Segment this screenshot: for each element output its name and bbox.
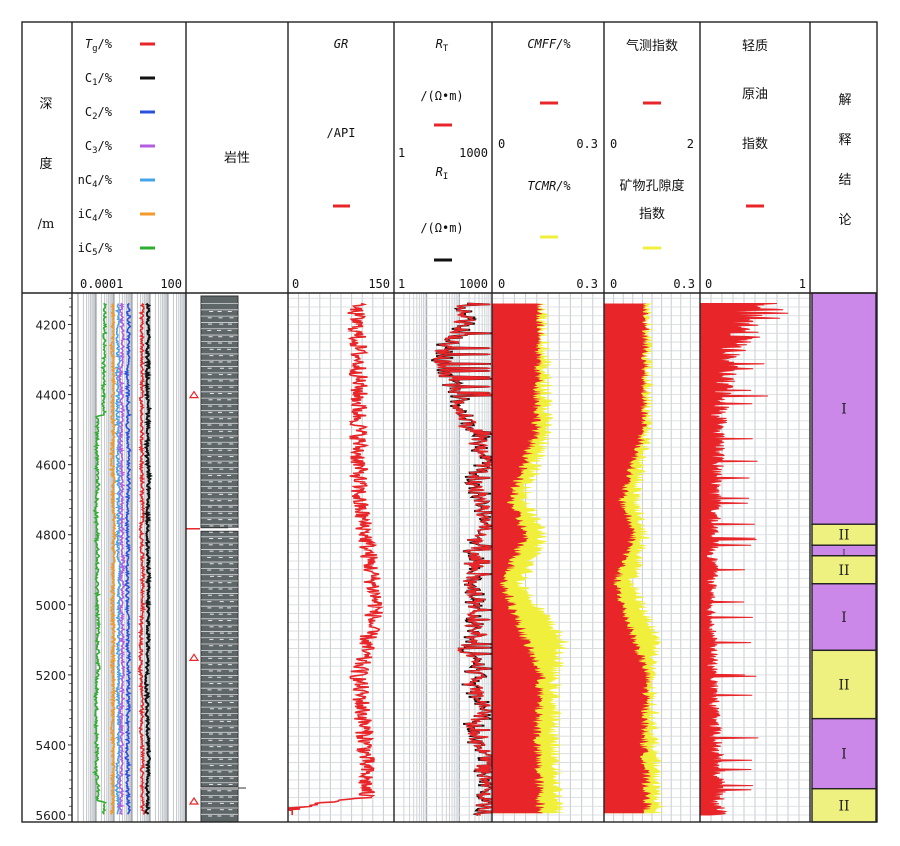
lithology-column-middle bbox=[200, 530, 239, 788]
svg-text:C1/%: C1/% bbox=[85, 71, 113, 88]
zone-label: II bbox=[838, 528, 849, 544]
interp-label-3: 结 bbox=[838, 173, 851, 188]
gas-curve-tg bbox=[137, 302, 147, 815]
depth-label-3: /m bbox=[38, 217, 55, 232]
light-oil-name-2: 原油 bbox=[742, 87, 768, 102]
zone-4 bbox=[811, 583, 877, 652]
cmff-fill bbox=[492, 303, 546, 814]
gr-name: GR bbox=[334, 37, 348, 51]
zone-label: II bbox=[838, 798, 849, 814]
lithology-marker bbox=[188, 796, 200, 805]
depth-tick-label: 4400 bbox=[35, 389, 66, 403]
lithology-column-upper bbox=[200, 295, 239, 529]
depth-tick-label: 5200 bbox=[35, 669, 66, 683]
header: 深 度 /m Tg/% C1/% C2/% C3/% nC4/% iC4/% i… bbox=[38, 37, 852, 291]
rt-name: RT bbox=[436, 37, 449, 54]
svg-text:iC5/%: iC5/% bbox=[78, 241, 113, 258]
gr-max: 150 bbox=[368, 277, 390, 291]
cmff-min: 0 bbox=[498, 137, 505, 151]
depth-tick-label: 5000 bbox=[35, 599, 66, 613]
tcmr-min: 0 bbox=[498, 277, 505, 291]
depth-tick-label: 4800 bbox=[35, 529, 66, 543]
lithology-marker bbox=[188, 390, 200, 399]
ri-name: RI bbox=[436, 165, 449, 182]
depth-axis: 4200 4400 4600 4800 5000 5200 5400 5600 bbox=[35, 297, 72, 823]
light-oil-min: 0 bbox=[705, 277, 712, 291]
rt-unit: /(Ω•m) bbox=[420, 89, 463, 103]
lithology-header: 岩性 bbox=[224, 151, 250, 166]
gr-curve bbox=[287, 302, 384, 815]
depth-tick-label: 4600 bbox=[35, 459, 66, 473]
porosity-name-2: 指数 bbox=[639, 207, 665, 222]
cmff-max: 0.3 bbox=[576, 137, 598, 151]
zone-6 bbox=[811, 717, 877, 790]
depth-tick-label: 4200 bbox=[35, 319, 66, 333]
ri-min: 1 bbox=[398, 277, 405, 291]
porosity-max: 0.3 bbox=[673, 277, 695, 291]
frame-lines bbox=[21, 21, 878, 823]
depth-label-1: 深 bbox=[39, 97, 52, 112]
tcmr-name: TCMR/% bbox=[527, 179, 571, 193]
gas-index-min: 0 bbox=[610, 137, 617, 151]
gas-legend: Tg/% C1/% C2/% C3/% nC4/% iC4/% iC5/% 0.… bbox=[78, 37, 182, 291]
svg-text:nC4/%: nC4/% bbox=[78, 173, 113, 190]
gas-curve-ic5 bbox=[92, 302, 108, 815]
gas-curve-c1 bbox=[142, 302, 153, 815]
rt-max: 1000 bbox=[459, 146, 488, 160]
gr-unit: /API bbox=[327, 126, 356, 140]
zone-7 bbox=[811, 788, 877, 823]
gas-curve-c2 bbox=[123, 302, 132, 815]
depth-tick-label: 5400 bbox=[35, 739, 66, 753]
ri-max: 1000 bbox=[459, 277, 488, 291]
zone-0 bbox=[811, 292, 877, 525]
porosity-name-1: 矿物孔隙度 bbox=[619, 178, 684, 194]
gas-scale-min: 0.0001 bbox=[80, 277, 123, 291]
gas-curve-nc4 bbox=[114, 303, 123, 815]
zone-label: I bbox=[841, 610, 847, 626]
zone-label: II bbox=[838, 677, 849, 693]
gas-index-max: 2 bbox=[687, 137, 694, 151]
rt-curve bbox=[432, 302, 495, 816]
zone-label: I bbox=[842, 548, 845, 557]
interp-label-4: 论 bbox=[838, 213, 851, 228]
tcmr-max: 0.3 bbox=[576, 277, 598, 291]
zone-label: I bbox=[841, 402, 847, 418]
svg-text:C2/%: C2/% bbox=[85, 105, 113, 122]
cmff-name: CMFF/% bbox=[527, 37, 571, 51]
zone-label: II bbox=[838, 563, 849, 579]
gas-index-name: 气测指数 bbox=[626, 38, 678, 54]
gas-curve-c3 bbox=[117, 302, 127, 816]
gas-scale-max: 100 bbox=[160, 277, 182, 291]
interp-label-1: 解 bbox=[838, 93, 851, 108]
gr-min: 0 bbox=[292, 277, 299, 291]
lithology-notch bbox=[228, 527, 238, 532]
depth-tick-label: 5600 bbox=[35, 809, 66, 823]
gas-curve-ic4 bbox=[108, 303, 117, 815]
light-oil-name-3: 指数 bbox=[742, 137, 768, 152]
porosity-min: 0 bbox=[610, 277, 617, 291]
lithology-marker bbox=[188, 653, 200, 661]
svg-text:iC4/%: iC4/% bbox=[78, 207, 113, 224]
gas-index-fill bbox=[604, 303, 652, 814]
depth-label-2: 度 bbox=[39, 156, 52, 172]
light-oil-max: 1 bbox=[799, 277, 806, 291]
light-oil-name-1: 轻质 bbox=[742, 39, 768, 54]
ri-unit: /(Ω•m) bbox=[420, 221, 463, 235]
light-oil-fill bbox=[699, 303, 789, 816]
svg-text:C3/%: C3/% bbox=[85, 139, 113, 156]
svg-text:Tg/%: Tg/% bbox=[85, 37, 113, 54]
rt-min: 1 bbox=[398, 146, 405, 160]
lithology-column-lower bbox=[200, 788, 239, 823]
outer-frame bbox=[21, 21, 878, 823]
zone-label: I bbox=[841, 747, 847, 763]
zone-3 bbox=[811, 555, 877, 585]
interp-label-2: 释 bbox=[838, 133, 851, 148]
